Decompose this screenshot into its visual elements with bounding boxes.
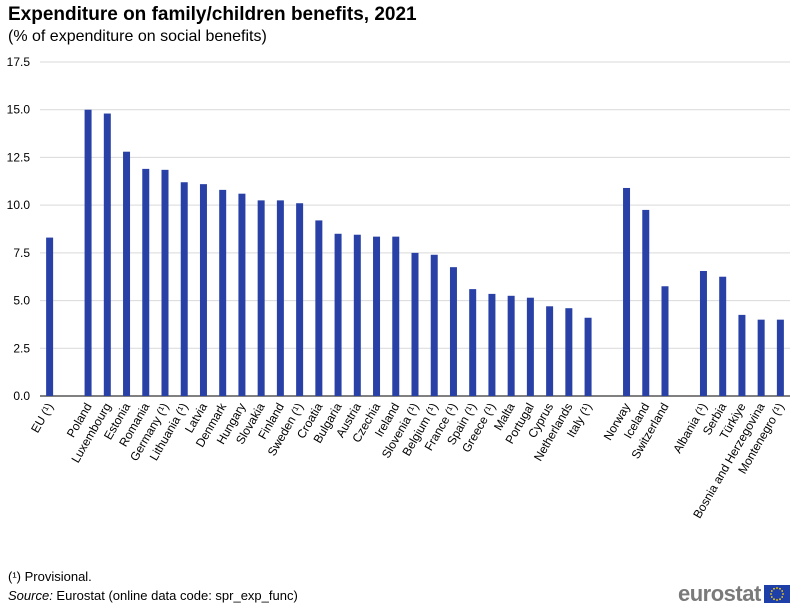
bar-chart: 0.0 2.5 5.0 7.5 10.0 12.5 15.0 17.5 EU (¹) Polan…	[7, 55, 790, 521]
bar	[238, 193, 246, 396]
bar	[449, 267, 457, 396]
bar	[507, 295, 515, 396]
bar	[719, 276, 727, 396]
bar	[142, 168, 150, 396]
bar	[46, 237, 54, 396]
bar	[219, 189, 227, 396]
bar	[103, 113, 111, 396]
category-labels: EU (¹) PolandLuxembourgEstoniaRomaniaGerm…	[28, 400, 787, 521]
bar	[469, 289, 477, 396]
source-text: Eurostat (online data code: spr_exp_func…	[52, 588, 298, 603]
bar	[180, 182, 188, 396]
y-tick-label: 12.5	[7, 150, 31, 164]
chart-subtitle: (% of expenditure on social benefits)	[8, 28, 267, 45]
y-tick-label: 10.0	[7, 198, 31, 212]
bar	[161, 169, 169, 396]
y-tick-label: 15.0	[7, 103, 31, 117]
bar	[84, 109, 92, 396]
bar	[199, 184, 207, 396]
eurostat-logo-text: eurostat	[678, 581, 761, 606]
bar	[430, 254, 438, 396]
bar	[296, 203, 304, 396]
bar	[526, 297, 534, 396]
y-tick-label: 2.5	[13, 341, 30, 355]
bar	[353, 234, 361, 396]
bar	[411, 252, 419, 396]
x-tick-label: EU (¹)	[28, 401, 56, 436]
bar	[257, 200, 265, 396]
bar	[738, 314, 746, 396]
bar	[661, 286, 669, 396]
bar	[276, 200, 284, 396]
y-tick-label: 17.5	[7, 55, 31, 69]
eurostat-logo[interactable]: eurostat	[678, 581, 790, 607]
y-tick-label: 5.0	[13, 294, 30, 308]
bar	[642, 209, 650, 396]
bar	[373, 236, 381, 396]
bar	[488, 293, 496, 396]
bar	[392, 236, 400, 396]
bars	[46, 109, 784, 396]
y-tick-label: 0.0	[13, 389, 30, 403]
source-line: Source: Eurostat (online data code: spr_…	[8, 588, 298, 603]
source-label: Source:	[8, 588, 53, 603]
bar	[334, 233, 342, 396]
bar	[584, 317, 592, 396]
bar	[315, 220, 323, 396]
bar	[623, 187, 631, 396]
bar	[123, 151, 131, 396]
footnote: (¹) Provisional.	[8, 569, 92, 584]
bar	[776, 319, 784, 396]
y-tick-label: 7.5	[13, 246, 30, 260]
bar	[565, 308, 573, 396]
chart-title: Expenditure on family/children benefits,…	[8, 4, 417, 25]
bar	[757, 319, 765, 396]
bar	[699, 270, 707, 396]
eu-flag-icon	[763, 585, 790, 603]
bar	[546, 306, 554, 396]
